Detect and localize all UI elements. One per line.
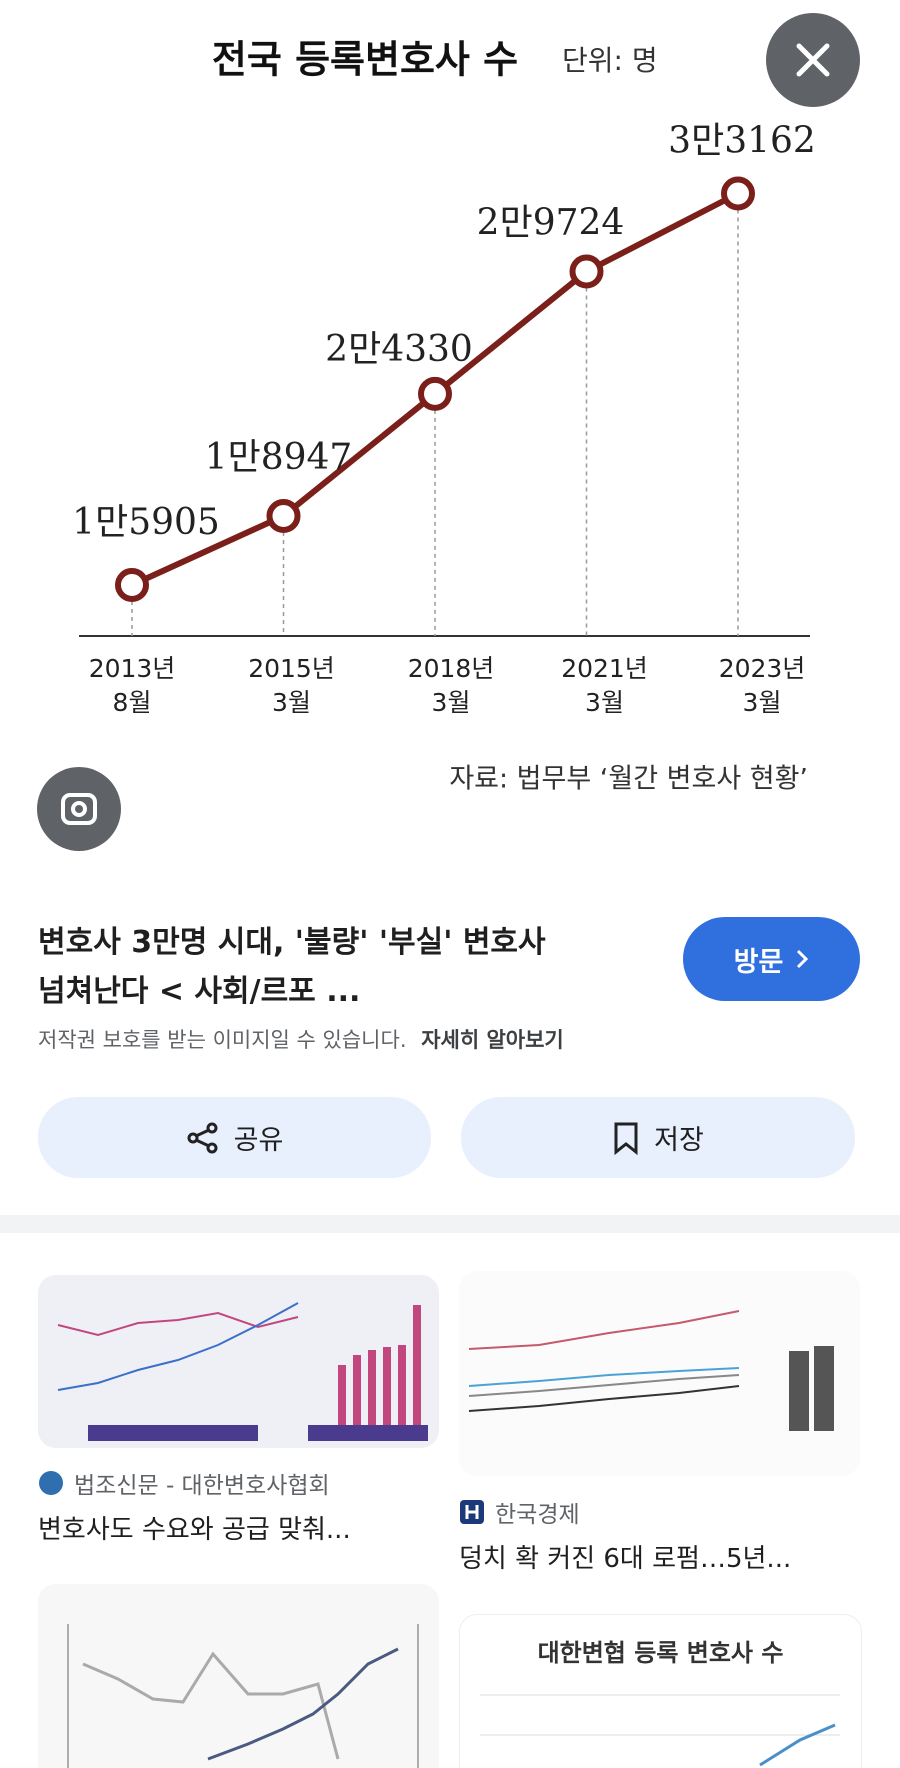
copyright-note: 저작권 보호를 받는 이미지일 수 있습니다. bbox=[38, 1028, 407, 1052]
share-label: 공유 bbox=[233, 1125, 284, 1156]
related-thumbnail[interactable] bbox=[38, 1584, 439, 1768]
value-label: 1만8947 bbox=[205, 437, 353, 478]
thumbnail-title: 대한변협 등록 변호사 수 bbox=[537, 1639, 784, 1667]
result-title-line: 넘쳐난다 < 사회/르포 ... bbox=[38, 974, 361, 1009]
share-icon bbox=[187, 1122, 218, 1153]
chart: 전국 등록변호사 수 단위: 명 자료: 법무부 ‘월간 변호사 현황’ 1만5… bbox=[72, 38, 816, 795]
site-icon bbox=[460, 1500, 484, 1524]
share-button[interactable]: 공유 bbox=[38, 1097, 431, 1178]
result-title[interactable]: 변호사 3만명 시대, '불량' '부실' 변호사 넘쳐난다 < 사회/르포 .… bbox=[38, 918, 546, 1016]
related-thumbnail[interactable] bbox=[38, 1275, 439, 1448]
x-tick-label: 2018년 3월 bbox=[407, 654, 495, 717]
chevron-icon bbox=[797, 949, 809, 969]
value-label: 2만4330 bbox=[325, 329, 473, 370]
related-source: 법조신문 - 대한변호사협회 bbox=[74, 1473, 330, 1499]
bookmark-icon bbox=[614, 1122, 638, 1155]
chart-source: 자료: 법무부 ‘월간 변호사 현황’ bbox=[449, 764, 808, 795]
x-tick-label: 2021년 3월 bbox=[561, 654, 648, 717]
chart-subtitle: 단위: 명 bbox=[562, 44, 658, 77]
value-label: 3만3162 bbox=[668, 120, 816, 161]
related-title[interactable]: 변호사도 수요와 공급 맞춰... bbox=[38, 1515, 351, 1545]
chart-title: 전국 등록변호사 수 bbox=[212, 38, 518, 82]
visit-label: 방문 bbox=[733, 946, 784, 978]
x-tick-label: 2013년 8월 bbox=[88, 654, 176, 717]
lens-icon bbox=[61, 793, 97, 825]
visit-button[interactable]: 방문 bbox=[683, 917, 860, 1001]
x-tick-label: 2015년 3월 bbox=[248, 654, 335, 717]
data-point bbox=[418, 376, 452, 411]
save-button[interactable]: 저장 bbox=[461, 1097, 855, 1178]
data-point bbox=[721, 176, 755, 211]
related-source: 한국경제 bbox=[495, 1502, 580, 1528]
site-icon bbox=[39, 1471, 63, 1495]
data-point bbox=[266, 498, 301, 533]
related-thumbnail[interactable]: 대한변협 등록 변호사 수 bbox=[459, 1614, 862, 1768]
data-point bbox=[115, 567, 149, 602]
lens-button[interactable] bbox=[37, 767, 121, 851]
data-point bbox=[569, 254, 604, 289]
related-source-row: 한국경제 bbox=[459, 1495, 580, 1529]
thumbnail-graphic bbox=[480, 1694, 840, 1767]
learn-more-link[interactable]: 자세히 알아보기 bbox=[421, 1028, 564, 1052]
related-title[interactable]: 덩치 확 커진 6대 로펌…5년... bbox=[459, 1544, 792, 1574]
thumbnail-graphic bbox=[38, 1584, 439, 1768]
thumbnail-graphic bbox=[459, 1271, 860, 1476]
x-tick-label: 2023년 3월 bbox=[718, 654, 806, 717]
copyright-row: 저작권 보호를 받는 이미지일 수 있습니다. 자세히 알아보기 bbox=[38, 1024, 564, 1054]
close-icon bbox=[796, 43, 830, 77]
close-button[interactable] bbox=[766, 13, 860, 107]
value-label: 1만5905 bbox=[72, 502, 220, 543]
related-thumbnail[interactable] bbox=[459, 1271, 860, 1476]
related-source-row: 법조신문 - 대한변호사협회 bbox=[38, 1466, 330, 1500]
separator bbox=[0, 1215, 900, 1233]
value-label: 2만9724 bbox=[477, 202, 625, 243]
result-title-line: 변호사 3만명 시대, '불량' '부실' 변호사 bbox=[38, 925, 546, 960]
save-label: 저장 bbox=[654, 1125, 704, 1156]
thumbnail-graphic bbox=[38, 1275, 439, 1448]
